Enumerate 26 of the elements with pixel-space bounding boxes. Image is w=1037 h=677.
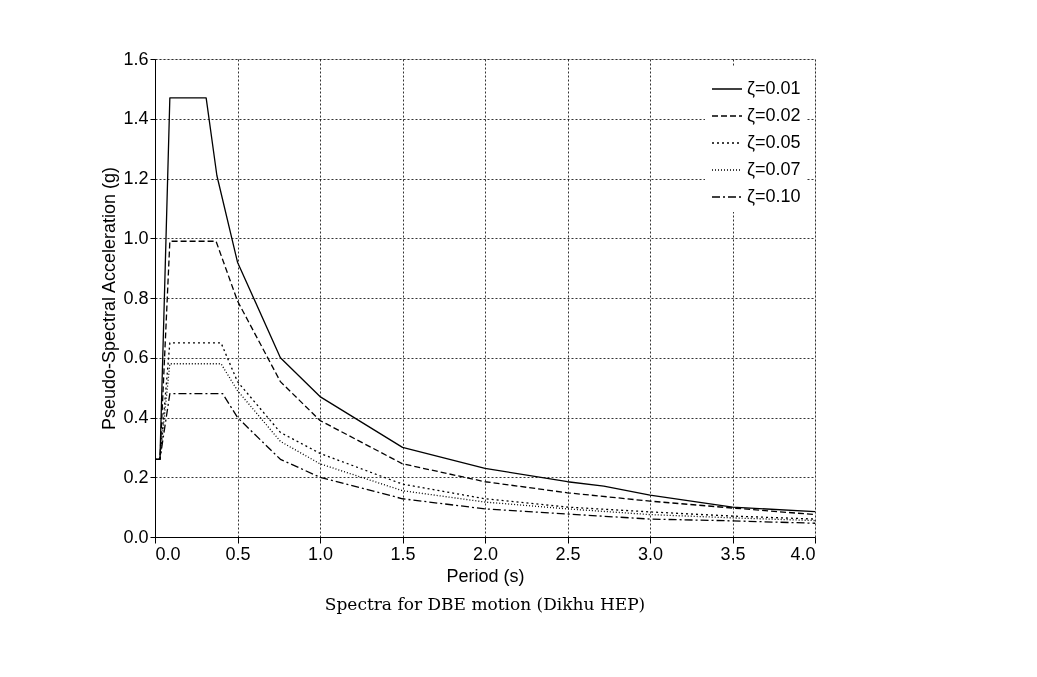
y-tick-label: 1.6: [123, 48, 149, 69]
x-tick-label: 1.5: [390, 543, 416, 564]
x-tick-label: 3.5: [720, 543, 746, 564]
x-tick-label: 3.0: [637, 543, 664, 564]
x-tick-label: 2.5: [555, 543, 581, 564]
y-tick-label: 1.0: [123, 227, 149, 248]
legend-label: ζ=0.02: [747, 105, 801, 125]
x-tick-label: 0.5: [225, 543, 251, 564]
legend-label: ζ=0.10: [747, 186, 801, 206]
y-tick-label: 1.2: [123, 168, 149, 188]
y-tick-label: 0.2: [123, 466, 149, 487]
text: Spectra for DBE motion (Dikhu HEP): [324, 594, 646, 614]
y-tick-label: 0.6: [123, 347, 149, 368]
x-tick-label: 0.0: [155, 543, 181, 564]
x-tick-label: 4.0: [790, 543, 816, 564]
y-tick-label: 0.8: [123, 287, 149, 308]
legend-label: ζ=0.05: [747, 132, 801, 152]
x-tick-label: 2.0: [472, 543, 499, 564]
x-tick-label: 1.0: [307, 543, 334, 564]
y-tick-label: 0.4: [123, 407, 149, 427]
y-tick-label: 1.4: [123, 108, 149, 129]
legend-label: ζ=0.01: [747, 78, 801, 98]
x-axis-title: Period (s): [446, 565, 525, 586]
y-axis-title: Pseudo-Spectral Acceleration (g): [99, 166, 120, 431]
legend-label: ζ=0.07: [747, 159, 801, 179]
y-tick-label: 0.0: [123, 526, 149, 547]
